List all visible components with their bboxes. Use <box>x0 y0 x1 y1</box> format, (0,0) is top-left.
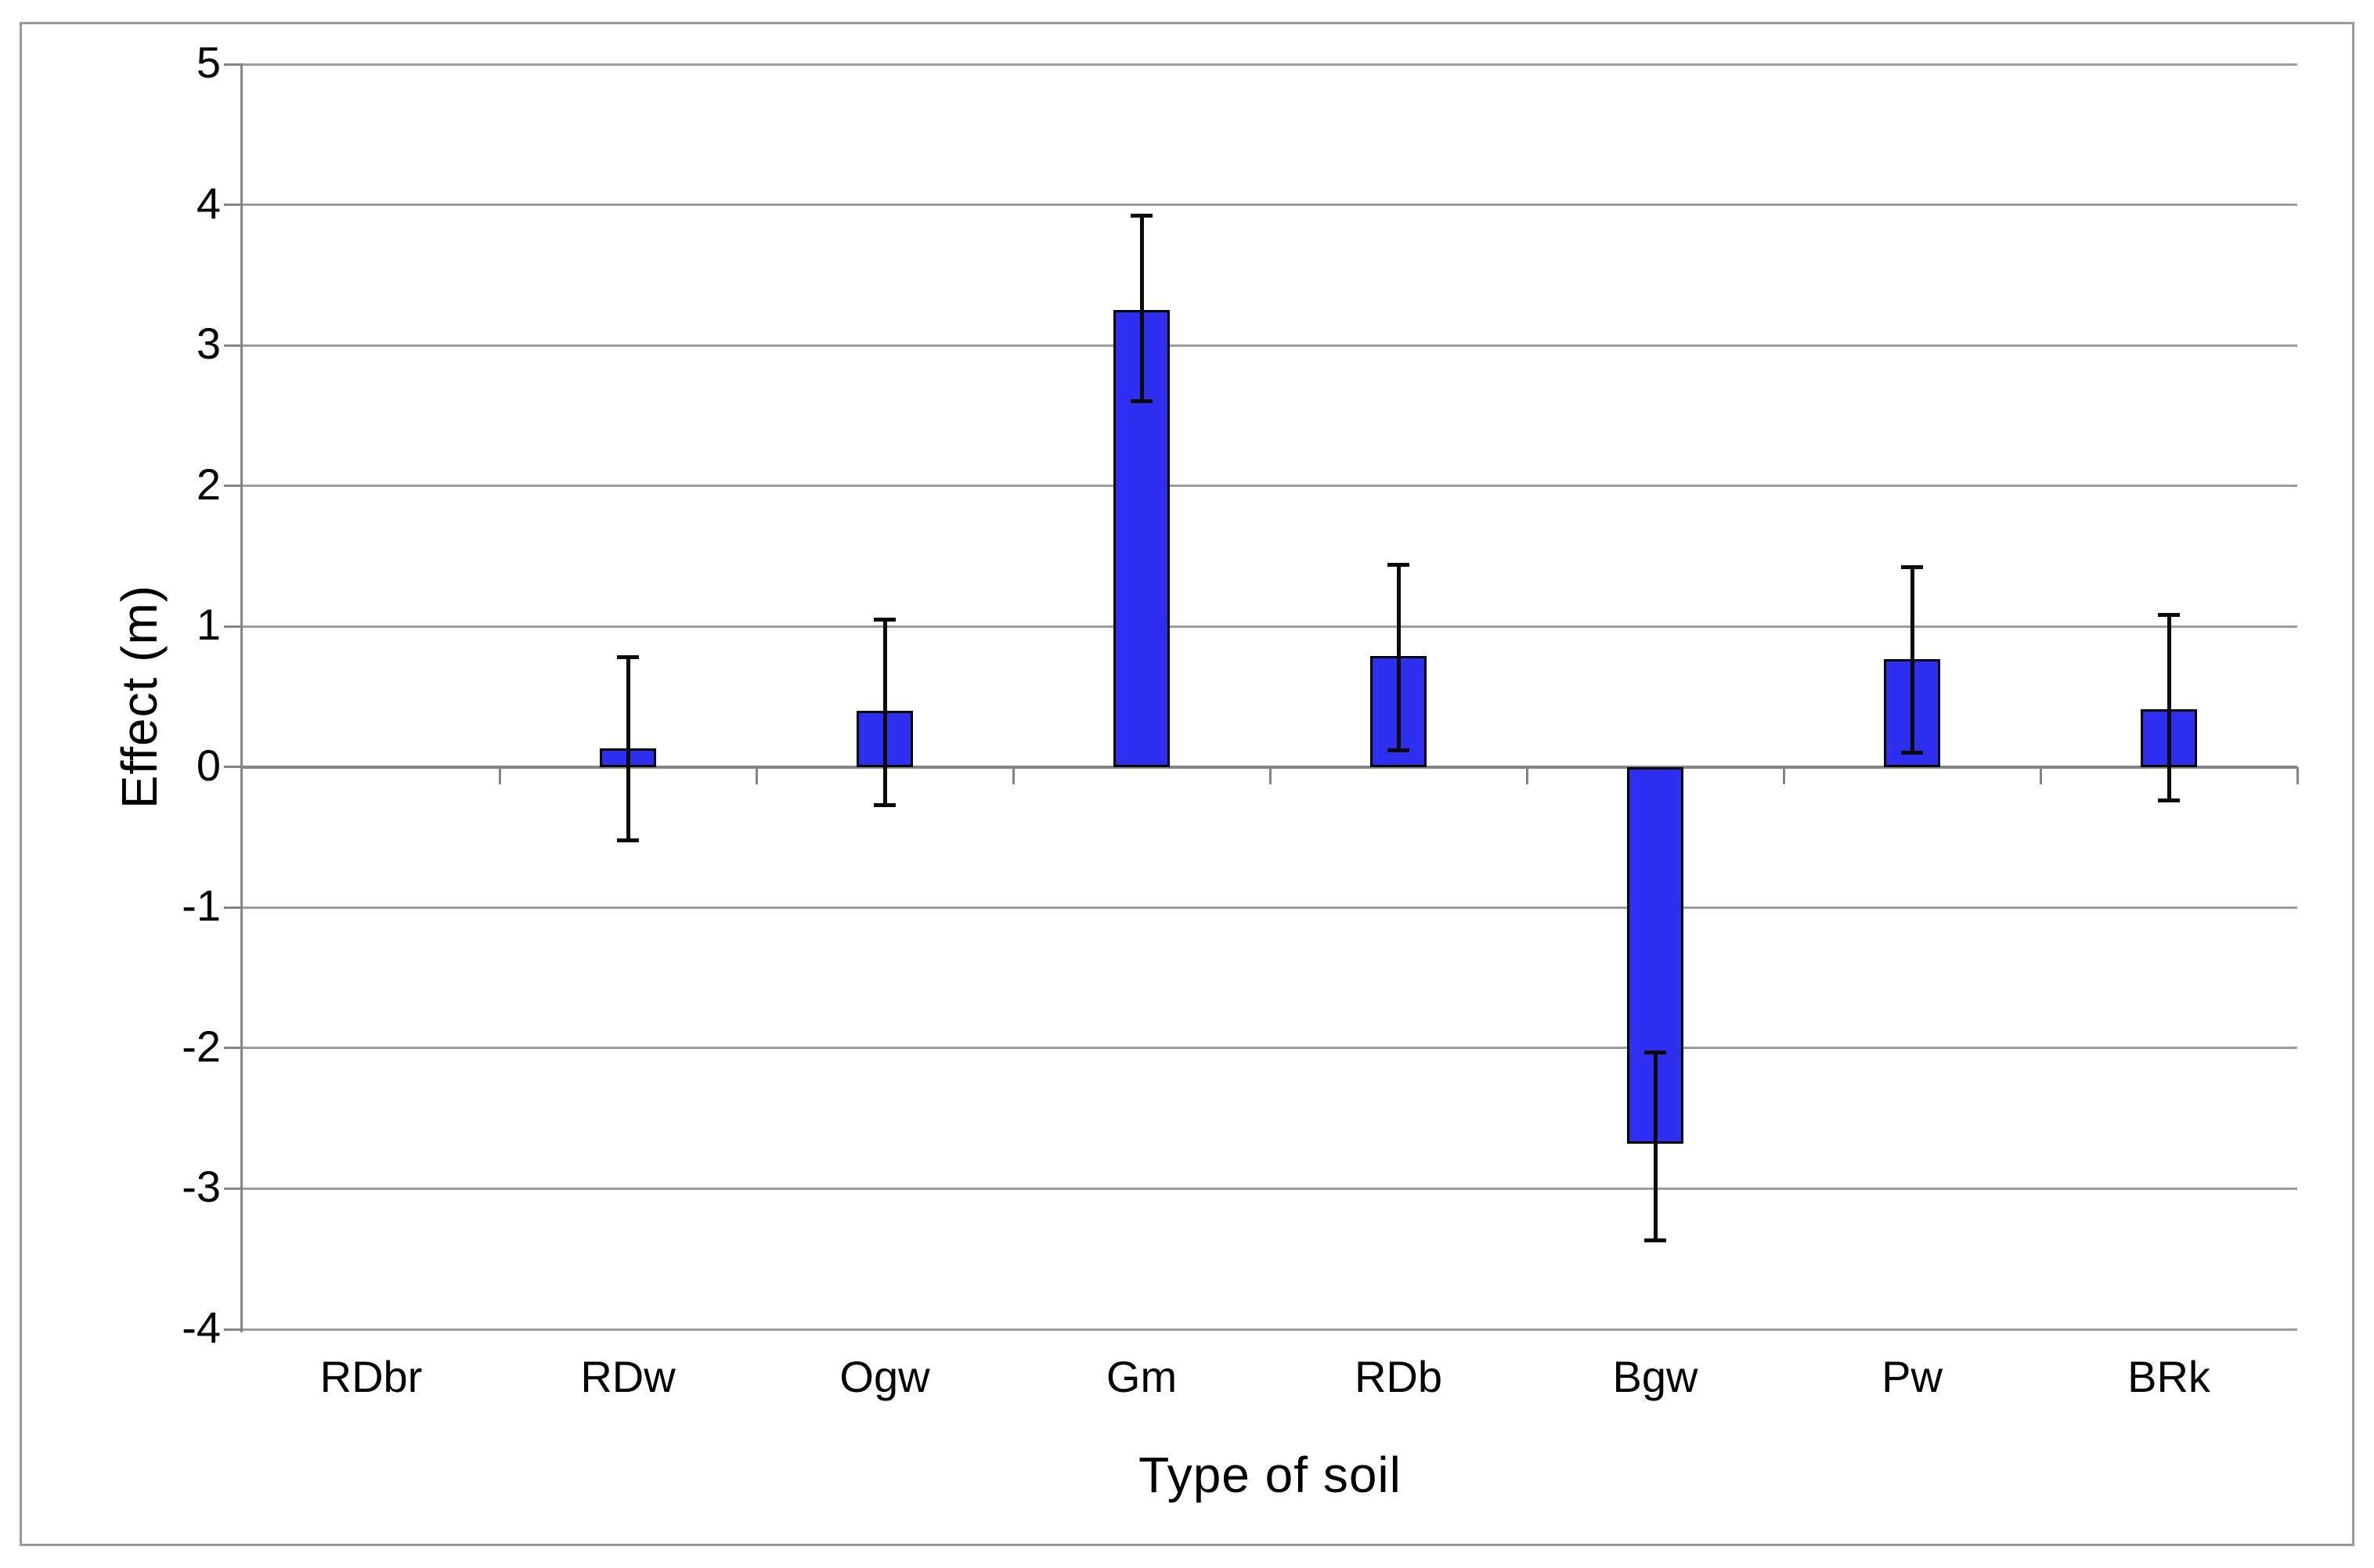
error-cap-top-RDw <box>617 655 639 660</box>
y-tick-label: 1 <box>196 600 221 650</box>
gridline-y3 <box>243 344 2297 347</box>
error-cap-bottom-Gm <box>1131 399 1153 404</box>
plot-area <box>243 64 2297 1329</box>
error-bar-RDb <box>1396 564 1401 751</box>
error-cap-top-Bgw <box>1644 1050 1666 1054</box>
y-axis-tick <box>224 344 243 347</box>
x-axis-tick <box>1012 766 1015 784</box>
y-tick-label: 3 <box>196 319 221 369</box>
gridline-y4 <box>243 204 2297 207</box>
y-axis-tick <box>224 906 243 909</box>
y-tick-label: -2 <box>182 1021 221 1071</box>
gridline-y5 <box>243 63 2297 66</box>
error-bar-Bgw <box>1653 1052 1658 1241</box>
y-tick-label: -3 <box>182 1162 221 1212</box>
error-cap-bottom-Bgw <box>1644 1238 1666 1243</box>
gridline-y-1 <box>243 906 2297 909</box>
x-category-label-Gm: Gm <box>1106 1352 1178 1401</box>
error-bar-RDw <box>626 657 630 841</box>
y-axis-tick <box>224 204 243 207</box>
x-axis-title: Type of soil <box>1138 1447 1402 1503</box>
y-tick-label: 5 <box>196 37 221 87</box>
error-cap-top-BRk <box>2158 613 2180 618</box>
gridline-y1 <box>243 625 2297 628</box>
error-cap-bottom-BRk <box>2158 798 2180 803</box>
y-tick-label: 4 <box>196 178 221 228</box>
gridline-y2 <box>243 485 2297 488</box>
y-axis-tick <box>224 63 243 66</box>
error-cap-top-RDb <box>1387 562 1409 567</box>
x-axis-tick <box>2296 766 2299 784</box>
x-axis-tick <box>755 766 758 784</box>
x-category-label-RDb: RDb <box>1354 1352 1443 1401</box>
error-bar-Ogw <box>882 619 887 806</box>
x-axis-tick <box>1525 766 1528 784</box>
x-category-label-Pw: Pw <box>1882 1352 1943 1401</box>
y-axis-tick <box>224 625 243 628</box>
gridline-y-3 <box>243 1187 2297 1190</box>
chart-outer-frame <box>20 22 2354 1546</box>
error-bar-Gm <box>1139 215 1144 402</box>
error-bar-BRk <box>2167 615 2171 801</box>
y-axis-tick <box>224 1047 243 1050</box>
y-tick-label: 0 <box>196 740 221 790</box>
x-category-label-Ogw: Ogw <box>839 1352 930 1401</box>
error-cap-top-Gm <box>1131 214 1153 218</box>
x-category-label-RDw: RDw <box>580 1352 676 1401</box>
error-cap-top-Pw <box>1901 565 1923 570</box>
x-category-label-Bgw: Bgw <box>1612 1352 1698 1401</box>
error-cap-top-Ogw <box>874 617 896 622</box>
x-axis-tick <box>1268 766 1272 784</box>
error-bar-Pw <box>1910 567 1914 753</box>
x-category-label-RDbr: RDbr <box>319 1352 423 1401</box>
y-axis-tick <box>224 766 243 769</box>
y-axis-tick <box>224 485 243 488</box>
y-axis-tick <box>224 1187 243 1190</box>
error-cap-bottom-Ogw <box>874 802 896 807</box>
error-cap-bottom-RDw <box>617 838 639 842</box>
x-category-label-BRk: BRk <box>2127 1352 2210 1401</box>
gridline-y-2 <box>243 1047 2297 1050</box>
error-cap-bottom-Pw <box>1901 751 1923 755</box>
y-tick-label: -4 <box>182 1302 221 1352</box>
y-tick-label: -1 <box>182 881 221 931</box>
x-axis-tick <box>2039 766 2042 784</box>
x-axis-tick <box>498 766 501 784</box>
y-axis-line <box>240 64 243 1332</box>
y-tick-label: 2 <box>196 459 221 509</box>
y-axis-tick <box>224 1328 243 1331</box>
gridline-y-4 <box>243 1328 2297 1331</box>
x-axis-tick <box>1782 766 1785 784</box>
error-cap-bottom-RDb <box>1387 748 1409 752</box>
